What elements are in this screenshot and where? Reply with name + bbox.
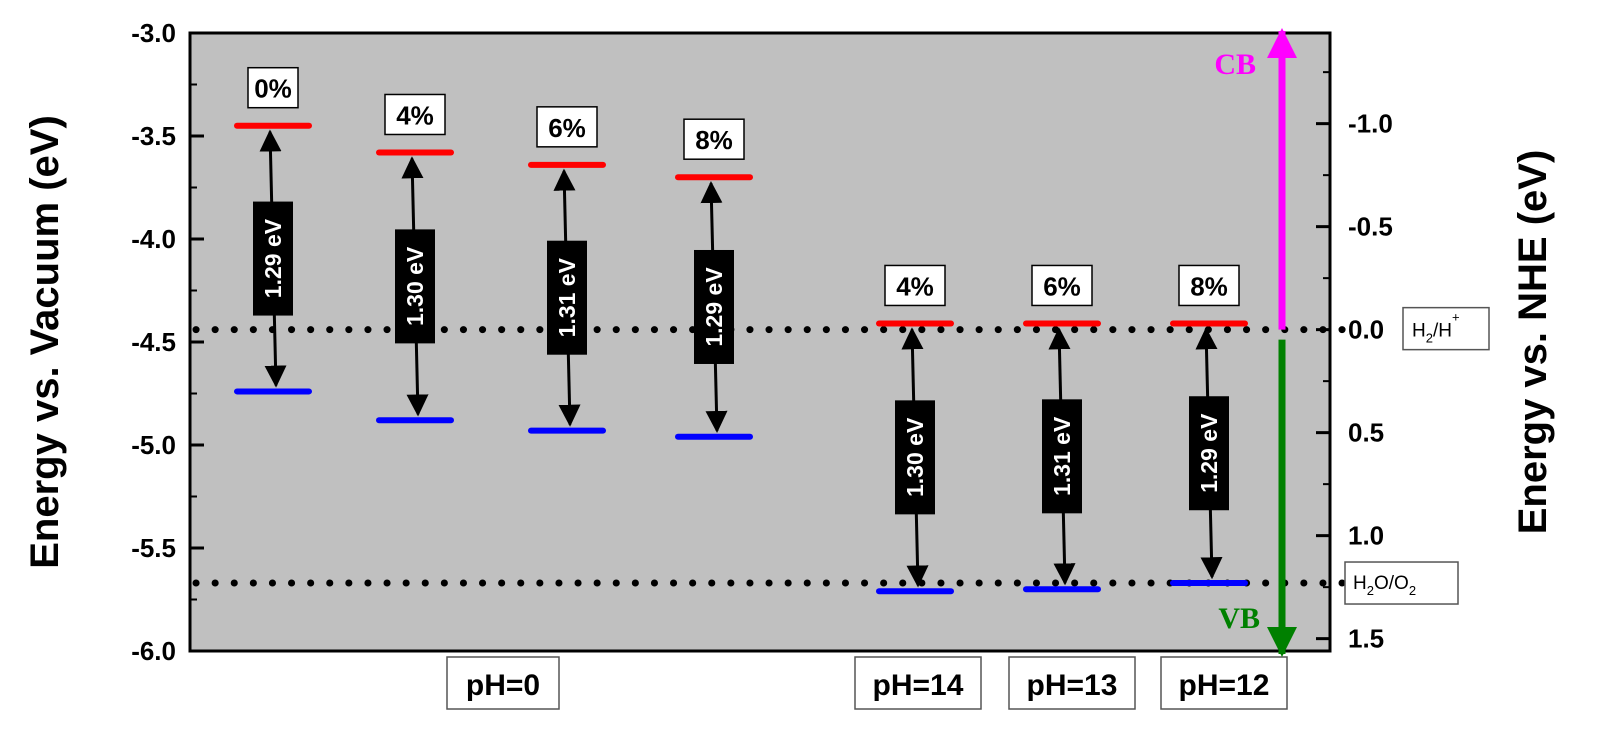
dopant-label: 4% — [896, 271, 934, 301]
band-gap-label: 1.29 eV — [260, 218, 286, 298]
band-gap-label: 1.31 eV — [554, 257, 580, 337]
band-gap-label: 1.29 eV — [701, 267, 727, 347]
dopant-label-box — [384, 93, 446, 136]
left-tick-label: -5.5 — [131, 533, 176, 563]
dopant-label-box — [683, 118, 745, 160]
band-gap-label-box — [547, 240, 587, 355]
ph-label: pH=12 — [1179, 669, 1270, 702]
dopant-label-box — [884, 264, 946, 307]
ph-label-box — [854, 656, 982, 710]
ph-label-box — [1008, 656, 1136, 710]
ph-label-box — [1160, 656, 1288, 710]
h2-h-label: H2/H+ — [1412, 310, 1460, 346]
dopant-label-box — [247, 66, 299, 109]
band-gap-label-group: 1.29 eV — [253, 201, 293, 316]
vb-label: VB — [1218, 602, 1260, 635]
dopant-label: 0% — [254, 74, 292, 104]
right-tick-label: -1.0 — [1348, 109, 1393, 139]
band-gap-label-box — [1042, 399, 1082, 514]
band-gap-label: 1.30 eV — [902, 417, 928, 497]
plot-area — [188, 31, 1332, 653]
left-tick-label: -3.0 — [131, 18, 176, 48]
left-tick-label: -4.5 — [131, 327, 176, 357]
band-gap-label-box — [1189, 396, 1229, 511]
band-gap-label-group: 1.29 eV — [694, 249, 734, 364]
ph-label: pH=14 — [873, 669, 964, 702]
right-tick-label: 1.0 — [1348, 521, 1384, 551]
band-gap-label: 1.29 eV — [1196, 413, 1222, 493]
band-gap-label-group: 1.31 eV — [547, 240, 587, 355]
left-tick-label: -4.0 — [131, 224, 176, 254]
dopant-label: 8% — [1190, 271, 1228, 301]
left-tick-label: -6.0 — [131, 636, 176, 666]
h2o-o2-label: H2O/O2 — [1353, 573, 1416, 598]
left-axis-title: Energy vs. Vacuum (eV) — [23, 115, 67, 569]
band-gap-label-group: 1.30 eV — [395, 229, 435, 344]
band-gap-label-group: 1.29 eV — [1189, 396, 1229, 511]
right-tick-label: -0.5 — [1348, 212, 1393, 242]
dopant-label: 8% — [695, 125, 733, 155]
band-gap-label-group: 1.30 eV — [895, 400, 935, 515]
dopant-label-box — [1031, 264, 1093, 307]
dopant-label-box — [1178, 264, 1240, 307]
h2-h-label-box — [1402, 306, 1490, 351]
cb-label: CB — [1214, 48, 1256, 81]
band-gap-label-box — [395, 229, 435, 344]
band-gap-label-box — [253, 201, 293, 316]
band-gap-label: 1.30 eV — [402, 246, 428, 326]
left-tick-label: -5.0 — [131, 430, 176, 460]
right-tick-label: 0.5 — [1348, 418, 1384, 448]
right-axis-title: Energy vs. NHE (eV) — [1511, 150, 1555, 535]
ph-label: pH=0 — [466, 669, 540, 702]
band-gap-label-group: 1.31 eV — [1042, 399, 1082, 514]
ph-label-box — [446, 656, 560, 710]
left-tick-label: -3.5 — [131, 121, 176, 151]
ph-label: pH=13 — [1027, 669, 1118, 702]
h2o-o2-label-box — [1344, 561, 1459, 605]
dopant-label: 6% — [548, 113, 586, 143]
band-gap-label-box — [694, 249, 734, 364]
dopant-label: 6% — [1043, 271, 1081, 301]
band-gap-label-box — [895, 400, 935, 515]
right-tick-label: 0.0 — [1348, 315, 1384, 345]
dopant-label-box — [536, 106, 598, 148]
right-tick-label: 1.5 — [1348, 624, 1384, 654]
band-gap-label: 1.31 eV — [1049, 416, 1075, 496]
dopant-label: 4% — [396, 100, 434, 130]
